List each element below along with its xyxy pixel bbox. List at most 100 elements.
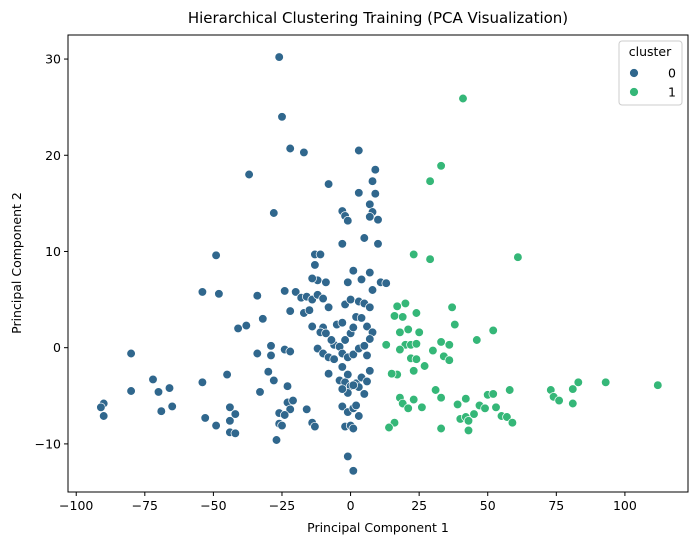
data-point-cluster-1 [452, 399, 463, 410]
data-point-cluster-0 [343, 277, 353, 287]
data-point-cluster-0 [362, 350, 372, 361]
data-point-cluster-1 [436, 423, 446, 434]
legend-title: cluster [629, 44, 672, 59]
data-point-cluster-1 [411, 354, 422, 364]
data-point-cluster-0 [285, 346, 295, 357]
x-tick-label: 0 [347, 498, 355, 513]
data-point-cluster-0 [241, 320, 251, 331]
data-point-cluster-0 [156, 406, 166, 416]
data-point-cluster-0 [326, 335, 337, 345]
data-point-cluster-0 [365, 267, 375, 278]
y-tick-label: 10 [45, 244, 61, 259]
data-point-cluster-1 [568, 384, 578, 394]
data-point-cluster-0 [365, 212, 375, 222]
data-point-cluster-0 [373, 239, 383, 249]
data-point-cluster-0 [337, 239, 347, 249]
data-point-cluster-1 [653, 380, 663, 390]
data-point-cluster-0 [252, 348, 262, 359]
data-point-cluster-0 [197, 287, 208, 297]
data-point-cluster-0 [318, 293, 328, 304]
data-point-cluster-0 [285, 306, 295, 316]
data-point-cluster-0 [280, 410, 290, 420]
data-point-cluster-1 [447, 302, 457, 312]
data-point-cluster-0 [280, 286, 290, 296]
data-point-cluster-1 [384, 422, 394, 433]
x-tick-label: 100 [613, 498, 637, 513]
data-point-cluster-1 [411, 308, 422, 318]
data-points [96, 52, 663, 476]
data-point-cluster-1 [436, 393, 446, 403]
data-point-cluster-0 [225, 402, 235, 412]
data-point-cluster-0 [258, 314, 268, 324]
data-point-cluster-0 [348, 423, 358, 434]
legend: cluster 0 1 [618, 40, 683, 106]
data-point-cluster-1 [554, 395, 564, 406]
legend-marker-cluster-1 [629, 87, 639, 97]
data-point-cluster-0 [348, 380, 358, 390]
data-point-cluster-0 [197, 377, 208, 387]
data-point-cluster-1 [513, 252, 523, 262]
data-point-cluster-1 [392, 301, 402, 311]
data-point-cluster-0 [211, 420, 221, 431]
data-point-cluster-1 [488, 389, 498, 399]
data-point-cluster-1 [463, 416, 474, 426]
data-point-cluster-1 [507, 418, 518, 428]
data-point-cluster-0 [343, 369, 353, 380]
x-tick-label: −100 [59, 498, 93, 513]
y-tick-label: 20 [45, 148, 61, 163]
data-point-cluster-1 [395, 327, 405, 337]
data-point-cluster-1 [409, 249, 419, 260]
chart-title: Hierarchical Clustering Training (PCA Vi… [188, 9, 568, 27]
data-point-cluster-0 [315, 249, 326, 260]
data-point-cluster-0 [153, 387, 164, 397]
data-point-cluster-0 [266, 350, 276, 361]
data-point-cluster-0 [365, 302, 375, 312]
data-point-cluster-0 [233, 323, 243, 334]
data-point-cluster-0 [96, 402, 106, 412]
data-point-cluster-0 [288, 395, 298, 406]
data-point-cluster-0 [354, 411, 364, 421]
data-point-cluster-0 [299, 147, 309, 158]
data-point-cluster-0 [343, 216, 353, 226]
data-point-cluster-0 [356, 313, 367, 323]
data-point-cluster-0 [337, 362, 347, 372]
data-point-cluster-1 [389, 311, 400, 321]
data-point-cluster-0 [222, 369, 232, 380]
data-point-cluster-0 [367, 285, 378, 295]
y-tick-label: 0 [53, 340, 61, 355]
data-point-cluster-1 [403, 403, 413, 413]
data-point-cluster-0 [307, 273, 317, 284]
data-point-cluster-1 [450, 319, 460, 330]
data-point-cluster-0 [359, 389, 369, 399]
data-point-cluster-1 [444, 340, 454, 350]
data-point-cluster-0 [255, 387, 265, 397]
data-point-cluster-0 [310, 421, 320, 432]
data-point-cluster-0 [359, 233, 369, 243]
data-point-cluster-1 [387, 369, 397, 379]
data-point-cluster-1 [568, 398, 578, 409]
data-point-cluster-0 [269, 208, 279, 218]
y-tick-label: −10 [35, 436, 61, 451]
data-point-cluster-0 [285, 143, 295, 154]
x-tick-label: 75 [548, 498, 564, 513]
data-point-cluster-0 [271, 435, 282, 445]
data-point-cluster-0 [323, 179, 334, 189]
data-point-cluster-0 [343, 451, 353, 462]
data-point-cluster-0 [167, 401, 177, 412]
data-point-cluster-1 [573, 377, 583, 387]
data-point-cluster-1 [381, 340, 391, 350]
data-point-cluster-1 [436, 337, 446, 347]
data-point-cluster-1 [461, 394, 471, 404]
data-point-cluster-0 [323, 369, 334, 379]
data-point-cluster-0 [252, 291, 262, 301]
data-point-cluster-1 [463, 425, 474, 436]
data-point-cluster-0 [321, 328, 331, 338]
x-tick-label: 50 [480, 498, 496, 513]
data-point-cluster-1 [601, 377, 611, 387]
x-axis: −100 −75 −50 −25 0 25 50 75 100 [59, 492, 637, 513]
data-point-cluster-0 [211, 250, 221, 260]
data-point-cluster-0 [337, 318, 347, 328]
data-point-cluster-0 [356, 274, 367, 285]
data-point-cluster-0 [214, 289, 224, 299]
data-point-cluster-0 [362, 376, 372, 387]
